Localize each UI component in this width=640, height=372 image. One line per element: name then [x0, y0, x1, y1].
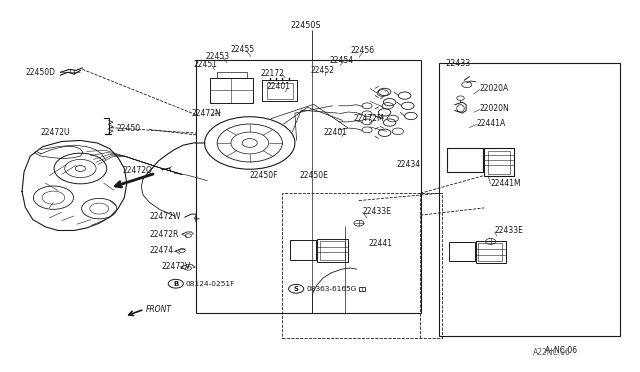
Text: 22472M: 22472M [353, 114, 384, 123]
Text: 22472N: 22472N [191, 109, 221, 118]
Text: 22401: 22401 [323, 128, 347, 137]
Text: 22450: 22450 [116, 124, 140, 133]
Bar [262, 80, 297, 102]
Text: 22441M: 22441M [491, 179, 521, 187]
Text: 22472W: 22472W [149, 212, 181, 221]
Text: 22472U: 22472U [41, 128, 70, 137]
Text: 22401: 22401 [267, 82, 291, 92]
Text: 22441A: 22441A [477, 119, 506, 128]
Bar [267, 83, 293, 99]
Text: 22433E: 22433E [494, 226, 524, 235]
Bar [282, 193, 442, 338]
Bar [196, 60, 421, 312]
Text: 22450D: 22450D [25, 68, 55, 77]
Text: 22472R: 22472R [149, 230, 179, 238]
Bar [317, 239, 348, 262]
Bar [476, 241, 506, 263]
Text: 22433E: 22433E [363, 207, 392, 216]
Bar [449, 242, 475, 261]
Bar [290, 240, 316, 260]
Bar [439, 63, 620, 336]
Text: 22020N: 22020N [480, 104, 509, 113]
Bar [447, 148, 483, 172]
Text: 22472V: 22472V [162, 262, 191, 272]
Bar [484, 148, 515, 176]
Bar [488, 151, 510, 174]
Text: 22454: 22454 [330, 56, 353, 65]
Text: 22450S: 22450S [290, 21, 321, 30]
Text: 22456: 22456 [350, 46, 374, 55]
Text: 22441: 22441 [369, 239, 393, 248]
Text: 22450F: 22450F [250, 171, 278, 180]
Text: 22450E: 22450E [300, 171, 329, 180]
Text: 22474: 22474 [149, 246, 173, 256]
Bar [216, 71, 246, 78]
Text: FRONT: FRONT [146, 305, 172, 314]
Text: A⋅⋅NC.06: A⋅⋅NC.06 [545, 346, 578, 355]
Text: 22472Q: 22472Q [122, 166, 152, 175]
Text: B: B [173, 281, 179, 287]
Text: 08363-6165G: 08363-6165G [306, 286, 356, 292]
Bar [320, 241, 345, 260]
Text: 08124-0251F: 08124-0251F [185, 281, 234, 287]
Text: 22452: 22452 [310, 65, 335, 74]
Text: 22433: 22433 [445, 60, 470, 68]
Text: 22451: 22451 [193, 61, 218, 70]
Bar [478, 243, 502, 261]
Text: 22434: 22434 [397, 160, 420, 169]
Text: 22172: 22172 [260, 69, 284, 78]
Text: 22453: 22453 [206, 52, 230, 61]
Bar [211, 78, 253, 103]
Text: 22455: 22455 [231, 45, 255, 54]
Text: A22NC.06: A22NC.06 [533, 349, 571, 357]
Text: S: S [294, 286, 299, 292]
Bar [359, 286, 365, 291]
Text: 22020A: 22020A [480, 84, 509, 93]
